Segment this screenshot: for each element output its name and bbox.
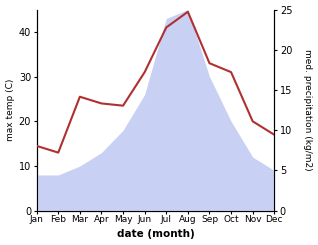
- X-axis label: date (month): date (month): [117, 230, 194, 239]
- Y-axis label: med. precipitation (kg/m2): med. precipitation (kg/m2): [303, 49, 313, 171]
- Y-axis label: max temp (C): max temp (C): [5, 79, 15, 141]
